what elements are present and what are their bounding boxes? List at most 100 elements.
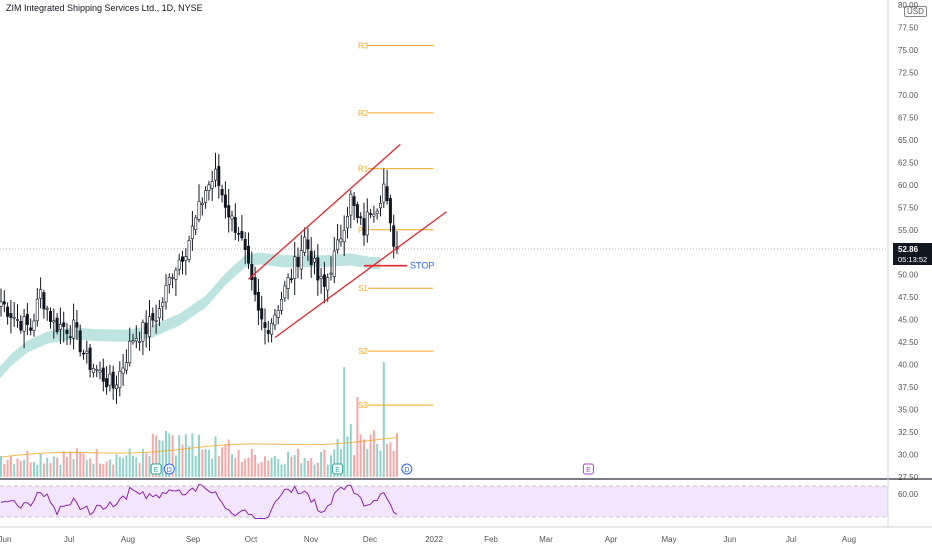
candle-body	[349, 193, 353, 216]
candle-body	[118, 370, 122, 389]
volume-bar	[250, 448, 253, 477]
earnings-icon	[332, 463, 344, 475]
candle-body	[230, 215, 234, 220]
volume-bar	[62, 451, 65, 477]
volume-bar	[267, 460, 270, 477]
volume-bar	[151, 433, 154, 477]
volume-bar	[112, 464, 115, 477]
volume-bar	[260, 462, 263, 477]
volume-bar	[369, 434, 372, 477]
volume-bar	[339, 449, 342, 477]
candle-body	[0, 301, 3, 307]
candle-body	[372, 213, 376, 217]
time-tick-label: Apr	[605, 535, 618, 544]
candle-body	[72, 319, 76, 339]
candle-body	[171, 277, 175, 279]
pivot-levels: R3 R2 R1 P S1 S2 S3	[358, 41, 433, 410]
time-tick-label: Jun	[0, 535, 11, 544]
candle-body	[32, 320, 36, 331]
candle-body	[9, 313, 13, 318]
pivot-label-s3: S3	[358, 401, 368, 410]
volume-bar	[198, 434, 200, 477]
candle-body	[12, 316, 16, 319]
volume-bar	[135, 457, 138, 477]
volume-bar	[247, 457, 250, 477]
candle-body	[184, 256, 188, 261]
dividend-marker-label: D	[167, 467, 172, 474]
candle-body	[306, 239, 310, 250]
volume-bar	[6, 459, 9, 477]
volume-bar	[171, 435, 174, 477]
volume-bar	[122, 458, 125, 477]
time-tick-label: May	[661, 535, 676, 544]
candle-body	[388, 198, 392, 224]
volume-bar	[141, 448, 144, 477]
last-price-badge	[893, 243, 932, 266]
volume-bars	[0, 362, 398, 477]
price-tick-label: 40.00	[898, 361, 919, 370]
volume-bar	[280, 464, 283, 477]
candle-body	[108, 373, 112, 386]
candle-body	[210, 181, 214, 189]
time-tick-label: 2022	[425, 535, 443, 544]
volume-bar	[108, 459, 111, 477]
volume-bar	[115, 454, 118, 477]
dividend-icon	[163, 463, 175, 475]
volume-bar	[240, 461, 243, 477]
volume-bar	[310, 457, 313, 477]
candle-body	[134, 338, 138, 342]
price-tick-label: 70.00	[898, 91, 919, 100]
candle-body	[29, 327, 33, 331]
earnings-marker-label: E	[586, 467, 591, 474]
volume-bar	[231, 454, 233, 477]
volume-bar	[386, 444, 389, 477]
volume-bar	[52, 456, 55, 477]
volume-bar	[95, 449, 98, 477]
candle-body	[319, 276, 323, 279]
volume-bar	[382, 362, 385, 477]
volume-bar	[49, 463, 52, 477]
volume-bar	[184, 434, 187, 477]
volume-bar	[148, 456, 151, 477]
candle-body	[237, 233, 241, 235]
candle-body	[151, 313, 155, 321]
candle-body	[243, 238, 247, 250]
volume-bar	[26, 450, 29, 477]
volume-bar	[323, 449, 326, 477]
candle-body	[220, 188, 224, 196]
candle-body	[25, 314, 29, 325]
trend-channel	[248, 143, 447, 339]
candle-body	[329, 272, 333, 275]
candle-body	[382, 183, 386, 203]
volume-bar	[211, 458, 214, 477]
dividend-icon	[401, 463, 413, 475]
candle-body	[91, 368, 95, 373]
price-tick-label: 72.50	[898, 68, 919, 77]
candle-body	[154, 320, 158, 322]
candle-body	[312, 257, 316, 263]
candle-body	[45, 308, 49, 310]
volume-bar	[316, 462, 319, 477]
pivot-label-s2: S2	[358, 347, 368, 356]
volume-average-line	[0, 437, 398, 458]
candle-body	[266, 330, 270, 334]
moving-average-band	[0, 252, 381, 379]
volume-bar	[290, 456, 293, 477]
currency-label[interactable]: USD	[904, 6, 927, 17]
candle-body	[194, 217, 198, 231]
price-tick-label: 37.50	[898, 383, 919, 392]
volume-bar	[105, 461, 108, 477]
volume-bar	[23, 459, 26, 477]
volume-bar	[372, 430, 375, 477]
candle-body	[55, 317, 59, 332]
candle-body	[263, 322, 267, 328]
candle-body	[223, 194, 227, 208]
candle-body	[207, 184, 211, 192]
price-tick-label: 80.00	[898, 1, 919, 10]
price-tick-label: 57.50	[898, 203, 919, 212]
volume-bar	[346, 436, 349, 477]
volume-bar	[363, 439, 365, 477]
volume-bar	[36, 464, 39, 477]
